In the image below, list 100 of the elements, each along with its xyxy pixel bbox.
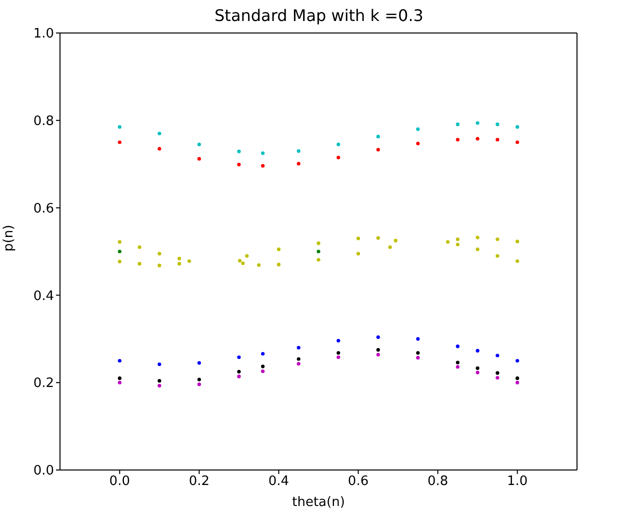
- point: [376, 335, 380, 339]
- point: [476, 121, 480, 125]
- point: [336, 351, 340, 355]
- point: [187, 259, 192, 263]
- point: [496, 138, 500, 142]
- point: [516, 140, 520, 144]
- point: [197, 142, 201, 146]
- point: [261, 352, 265, 356]
- y-tick-label: 1.0: [33, 26, 54, 42]
- point: [516, 125, 520, 129]
- x-tick-label: 0.2: [188, 474, 210, 490]
- point: [356, 236, 360, 240]
- point: [456, 242, 460, 246]
- point: [456, 237, 460, 242]
- point: [496, 376, 500, 380]
- point: [316, 258, 320, 262]
- point: [118, 140, 122, 144]
- point: [496, 122, 500, 126]
- point: [261, 369, 265, 374]
- point: [158, 362, 162, 366]
- point: [336, 142, 340, 146]
- point: [241, 262, 245, 266]
- point: [476, 348, 480, 352]
- point: [416, 337, 420, 341]
- point: [456, 360, 460, 364]
- point: [336, 355, 340, 360]
- point: [446, 240, 450, 244]
- point: [516, 376, 520, 380]
- point: [237, 162, 241, 166]
- point: [237, 355, 241, 360]
- point: [296, 149, 300, 153]
- point: [178, 256, 182, 260]
- point: [296, 362, 300, 366]
- y-tick-label: 0.8: [33, 114, 54, 130]
- y-tick-label: 0.4: [33, 288, 54, 304]
- point: [496, 371, 500, 375]
- y-tick-label: 0.6: [33, 201, 54, 216]
- point: [336, 338, 340, 342]
- y-tick-label: 0.0: [33, 464, 54, 479]
- point: [456, 138, 460, 142]
- point: [496, 254, 500, 258]
- point: [476, 366, 480, 370]
- point: [238, 258, 242, 262]
- point: [476, 248, 480, 252]
- point: [276, 262, 281, 266]
- point: [138, 262, 142, 266]
- x-axis-title: theta(n): [292, 495, 345, 510]
- point: [296, 346, 300, 350]
- x-tick-label: 0.6: [348, 474, 369, 490]
- point: [257, 263, 261, 267]
- point: [118, 240, 122, 244]
- point: [388, 245, 392, 249]
- x-tick-label: 0.4: [268, 474, 290, 490]
- point: [261, 364, 265, 368]
- point: [416, 142, 420, 146]
- point: [496, 237, 500, 242]
- point: [197, 361, 201, 365]
- point: [394, 238, 398, 242]
- point: [516, 380, 520, 384]
- point: [197, 382, 201, 386]
- point: [416, 127, 420, 131]
- point: [476, 136, 480, 141]
- point: [456, 365, 460, 369]
- point: [376, 148, 380, 152]
- point: [376, 134, 380, 138]
- point: [316, 241, 320, 245]
- point: [118, 250, 122, 254]
- point: [476, 236, 480, 240]
- point: [237, 374, 241, 378]
- point: [197, 157, 201, 161]
- point: [158, 379, 162, 383]
- point: [158, 132, 162, 136]
- point: [245, 254, 249, 258]
- point: [296, 162, 300, 166]
- point: [416, 351, 420, 355]
- point: [456, 344, 460, 348]
- point: [138, 245, 142, 249]
- x-tick-label: 1.0: [507, 474, 528, 490]
- point: [336, 156, 340, 160]
- point: [197, 378, 201, 382]
- point: [376, 352, 380, 356]
- point: [516, 358, 520, 363]
- point: [476, 370, 480, 374]
- y-axis-title: p(n): [2, 224, 17, 252]
- point: [276, 248, 281, 252]
- chart-title: Standard Map with k =0.3: [214, 6, 424, 25]
- point: [158, 384, 162, 388]
- point: [261, 151, 265, 155]
- point: [158, 147, 162, 151]
- point: [416, 356, 420, 360]
- point: [118, 125, 122, 129]
- point: [158, 252, 162, 256]
- y-tick-label: 0.2: [33, 376, 54, 392]
- point: [516, 240, 520, 244]
- point: [118, 380, 122, 384]
- point: [118, 358, 122, 363]
- point: [237, 150, 241, 154]
- point: [118, 260, 122, 264]
- point: [376, 236, 380, 240]
- x-tick-label: 0.8: [427, 474, 448, 490]
